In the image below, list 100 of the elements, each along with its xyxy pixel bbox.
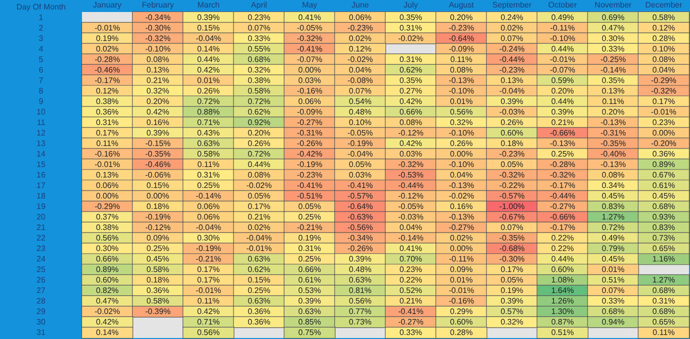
data-label: 0.37%: [96, 212, 119, 222]
data-label: 0.53%: [298, 286, 321, 296]
data-label: 0.35%: [399, 12, 422, 22]
data-label: 0.36%: [248, 307, 270, 316]
y-tick-label: 1: [38, 12, 44, 22]
data-label: 0.05%: [500, 276, 524, 285]
data-label: 0.18%: [146, 202, 170, 212]
data-label: -0.64%: [448, 34, 474, 43]
y-tick-label: 7: [38, 76, 44, 85]
data-label: -0.02%: [246, 181, 272, 190]
data-label: 0.28%: [450, 328, 473, 338]
data-label: -0.13%: [448, 76, 474, 85]
data-label: 0.22%: [551, 234, 574, 243]
data-label: 0.00%: [652, 128, 676, 138]
data-label: 0.71%: [197, 118, 220, 127]
y-tick-label: 5: [38, 54, 44, 64]
data-label: 0.39%: [551, 107, 574, 116]
data-label: 0.01%: [197, 76, 220, 85]
data-label: 0.33%: [602, 44, 624, 54]
data-label: 0.45%: [146, 254, 170, 264]
data-label: 0.56%: [450, 107, 473, 116]
x-tick-label: December: [645, 0, 682, 10]
data-label: -0.41%: [348, 181, 373, 190]
data-label: 0.06%: [197, 212, 220, 222]
data-label: 1.30%: [551, 307, 574, 316]
data-label: 0.21%: [551, 118, 574, 127]
data-label: 0.55%: [248, 44, 270, 54]
data-label: 0.25%: [298, 254, 321, 264]
data-label: 0.16%: [450, 202, 473, 212]
data-label: 0.07%: [500, 34, 524, 43]
data-label: -0.13%: [550, 138, 576, 148]
data-label: 0.11%: [197, 296, 220, 306]
data-label: 0.03%: [399, 149, 422, 158]
x-tick-label: February: [142, 0, 174, 10]
x-tick-label: May: [302, 0, 318, 10]
data-label: 0.27%: [399, 86, 422, 96]
y-tick-label: 17: [36, 181, 46, 190]
data-label: -0.34%: [348, 234, 373, 243]
data-label: 0.89%: [652, 160, 676, 169]
data-label: 0.16%: [146, 118, 170, 127]
data-label: -0.04%: [348, 149, 373, 158]
data-label: 0.20%: [146, 96, 170, 106]
data-label: 0.26%: [500, 118, 524, 127]
data-label: 0.66%: [96, 254, 119, 264]
data-label: -0.27%: [448, 223, 474, 232]
data-label: -0.07%: [296, 54, 322, 64]
data-label: 0.12%: [348, 44, 372, 54]
y-tick-label: 11: [36, 118, 46, 127]
data-label: -0.30%: [145, 23, 171, 32]
data-label: -0.10%: [448, 160, 474, 169]
data-label: -0.05%: [398, 202, 424, 212]
data-label: 0.62%: [248, 107, 270, 116]
data-label: 0.42%: [197, 307, 220, 316]
data-label: 0.18%: [500, 138, 524, 148]
data-label: -0.04%: [196, 34, 222, 43]
data-label: 0.54%: [348, 96, 372, 106]
data-label: 0.58%: [652, 12, 676, 22]
data-label: 0.38%: [248, 76, 270, 85]
data-label: -0.32%: [296, 34, 322, 43]
data-label: 0.48%: [348, 107, 372, 116]
data-label: -0.68%: [499, 244, 525, 254]
data-label: 0.04%: [652, 65, 676, 74]
data-label: -0.35%: [499, 234, 525, 243]
data-label: 0.10%: [348, 118, 372, 127]
data-label: -0.23%: [499, 65, 525, 74]
data-label: 0.32%: [450, 118, 473, 127]
data-label: -0.44%: [550, 192, 576, 201]
data-label: 0.17%: [197, 265, 220, 274]
data-label: -0.13%: [600, 118, 626, 127]
data-label: 0.62%: [248, 265, 270, 274]
data-label: 0.92%: [248, 118, 270, 127]
data-label: 0.01%: [450, 276, 473, 285]
data-label: 0.30%: [197, 234, 220, 243]
data-label: 0.57%: [500, 307, 524, 316]
data-label: 0.36%: [248, 318, 270, 327]
data-label: 0.72%: [248, 149, 270, 158]
data-label: -0.31%: [600, 128, 626, 138]
data-label: 0.68%: [652, 202, 676, 212]
data-label: 0.45%: [602, 254, 624, 264]
x-tick-label: July: [404, 0, 418, 10]
data-label: -0.12%: [398, 128, 424, 138]
data-label: 0.63%: [248, 254, 270, 264]
data-label: 0.06%: [348, 12, 372, 22]
data-label: 0.36%: [652, 149, 676, 158]
y-tick-label: 23: [36, 244, 46, 254]
data-label: 0.06%: [96, 181, 119, 190]
x-tick-label: October: [548, 0, 578, 10]
data-label: 0.02%: [450, 234, 473, 243]
data-label: 0.44%: [248, 160, 270, 169]
data-label: -0.20%: [651, 138, 676, 148]
data-label: 0.72%: [602, 223, 624, 232]
data-label: -0.26%: [348, 244, 373, 254]
data-label: 0.23%: [248, 12, 270, 22]
data-label: 0.68%: [652, 307, 676, 316]
data-label: 0.13%: [96, 170, 119, 180]
data-label: 0.05%: [348, 160, 372, 169]
data-label: 1.27%: [652, 276, 676, 285]
data-label: 0.01%: [450, 96, 473, 106]
data-label: 0.60%: [500, 128, 524, 138]
data-label: -0.01%: [550, 54, 576, 64]
